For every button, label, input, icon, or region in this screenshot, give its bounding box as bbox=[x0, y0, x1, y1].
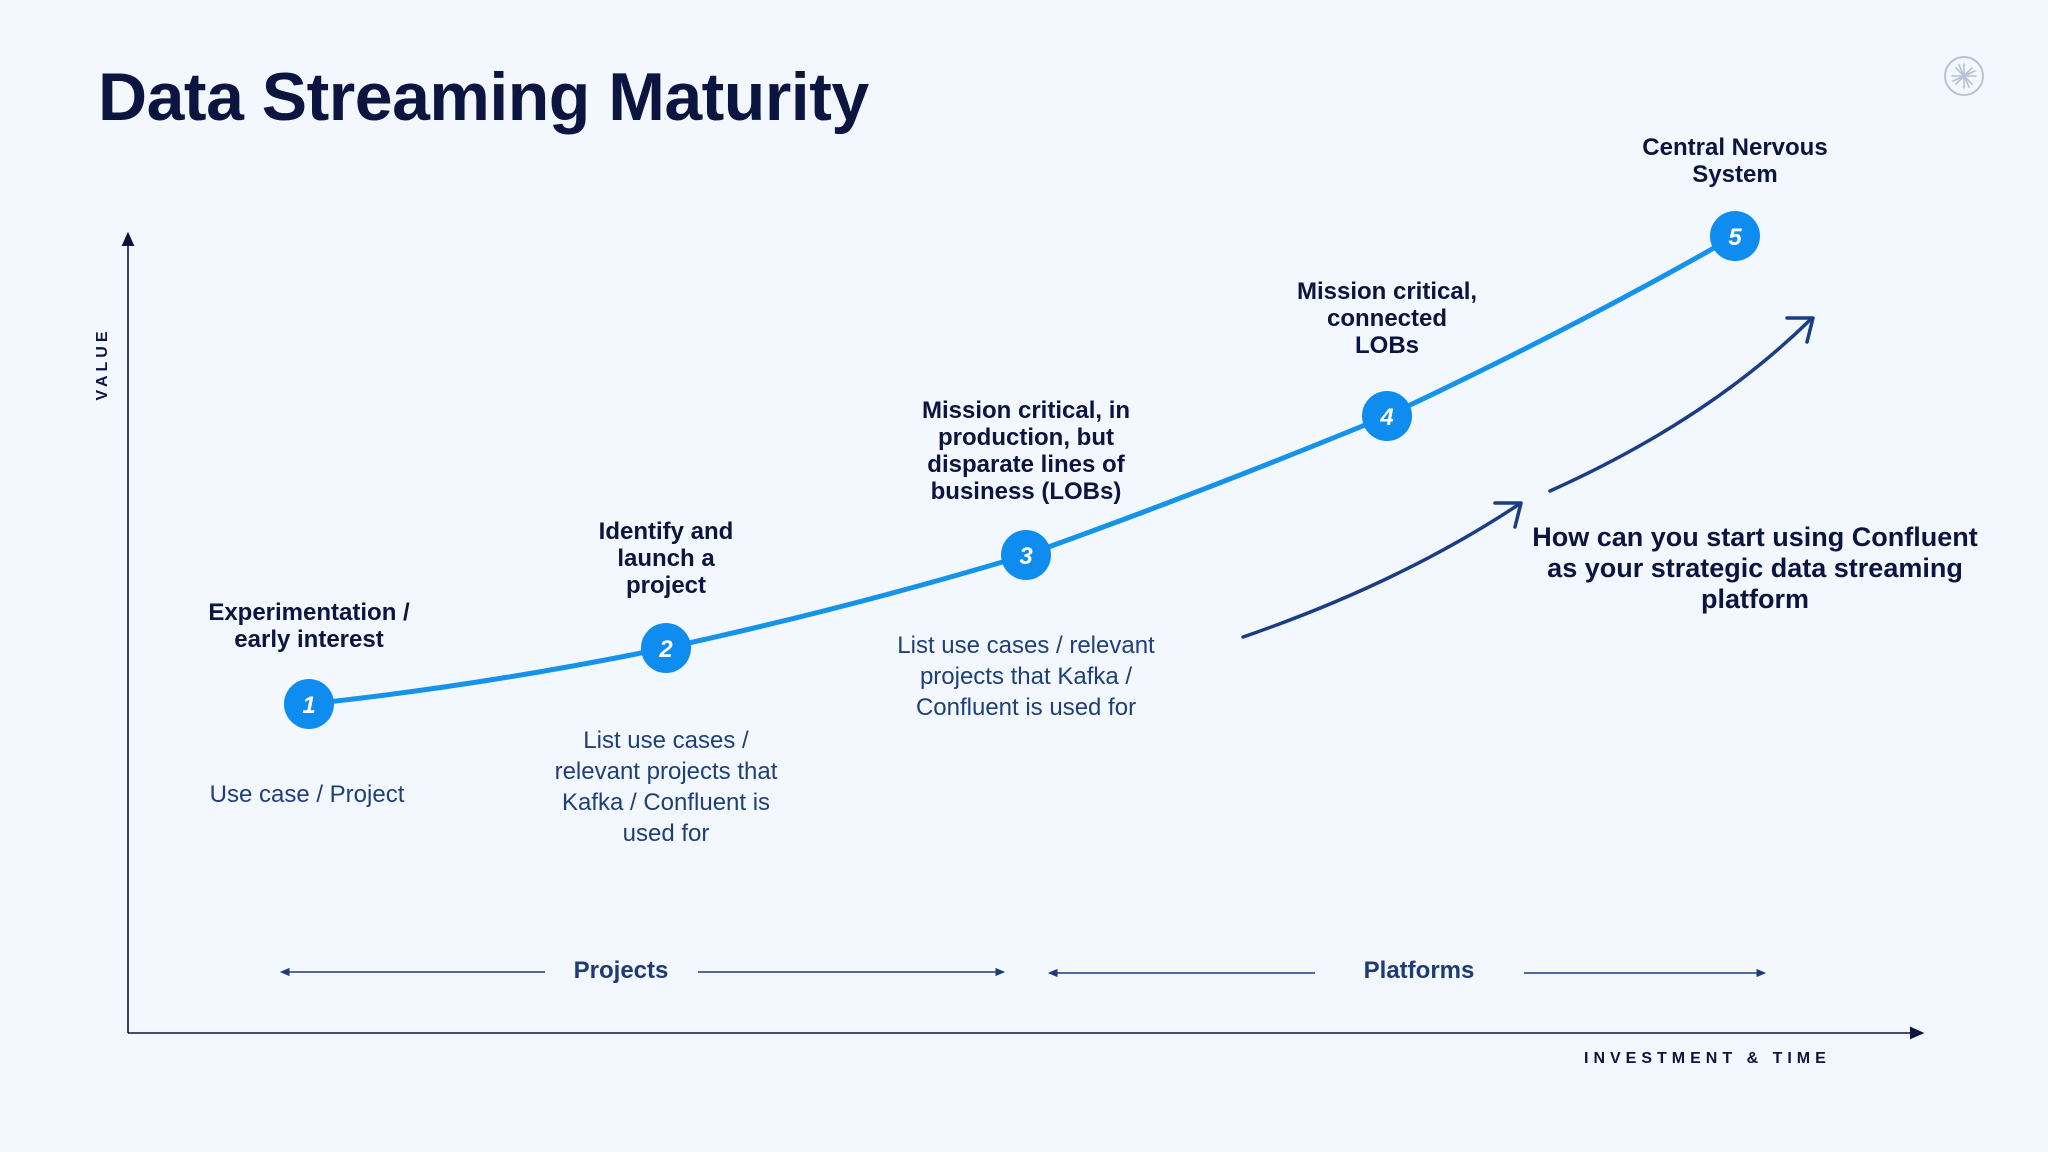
stage-number-3: 3 bbox=[1019, 543, 1033, 570]
stage-number-1: 1 bbox=[302, 692, 315, 719]
logo-icon bbox=[1944, 56, 1984, 96]
x-axis-label: INVESTMENT & TIME bbox=[1584, 1050, 1831, 1067]
stage-node-2: 2 bbox=[641, 623, 691, 673]
stage-title-5: Central Nervous System bbox=[1642, 134, 1828, 188]
growth-arrow-lower-head bbox=[1493, 501, 1523, 529]
growth-arrow-upper bbox=[1548, 318, 1812, 493]
stage-description-2: List use cases / relevant projects that … bbox=[554, 727, 778, 847]
stage-title-2: Identify and launch a project bbox=[598, 518, 734, 599]
phase-label-projects: Projects bbox=[573, 957, 669, 984]
stage-title-3: Mission critical, in production, but dis… bbox=[921, 397, 1131, 505]
stage-title-4: Mission critical, connected LOBs bbox=[1296, 278, 1478, 359]
stage-node-3: 3 bbox=[1001, 530, 1051, 580]
stage-description-3: List use cases / relevant projects that … bbox=[897, 632, 1155, 721]
stage-number-2: 2 bbox=[658, 636, 673, 663]
stage-number-4: 4 bbox=[1379, 404, 1393, 431]
stage-node-1: 1 bbox=[284, 679, 334, 729]
stage-node-4: 4 bbox=[1362, 391, 1412, 441]
page-title: Data Streaming Maturity bbox=[98, 59, 869, 135]
stage-description-1: Use case / Project bbox=[209, 781, 405, 808]
stage-number-5: 5 bbox=[1728, 224, 1742, 251]
growth-arrow-lower bbox=[1241, 503, 1520, 639]
stage-node-5: 5 bbox=[1710, 211, 1760, 261]
stage-title-1: Experimentation / early interest bbox=[208, 599, 410, 653]
cta-text: How can you start using Confluent as you… bbox=[1532, 522, 1978, 614]
growth-arrow-upper-head bbox=[1785, 316, 1815, 344]
phase-label-platforms: Platforms bbox=[1363, 957, 1475, 984]
y-axis-label: VALUE bbox=[94, 327, 111, 401]
